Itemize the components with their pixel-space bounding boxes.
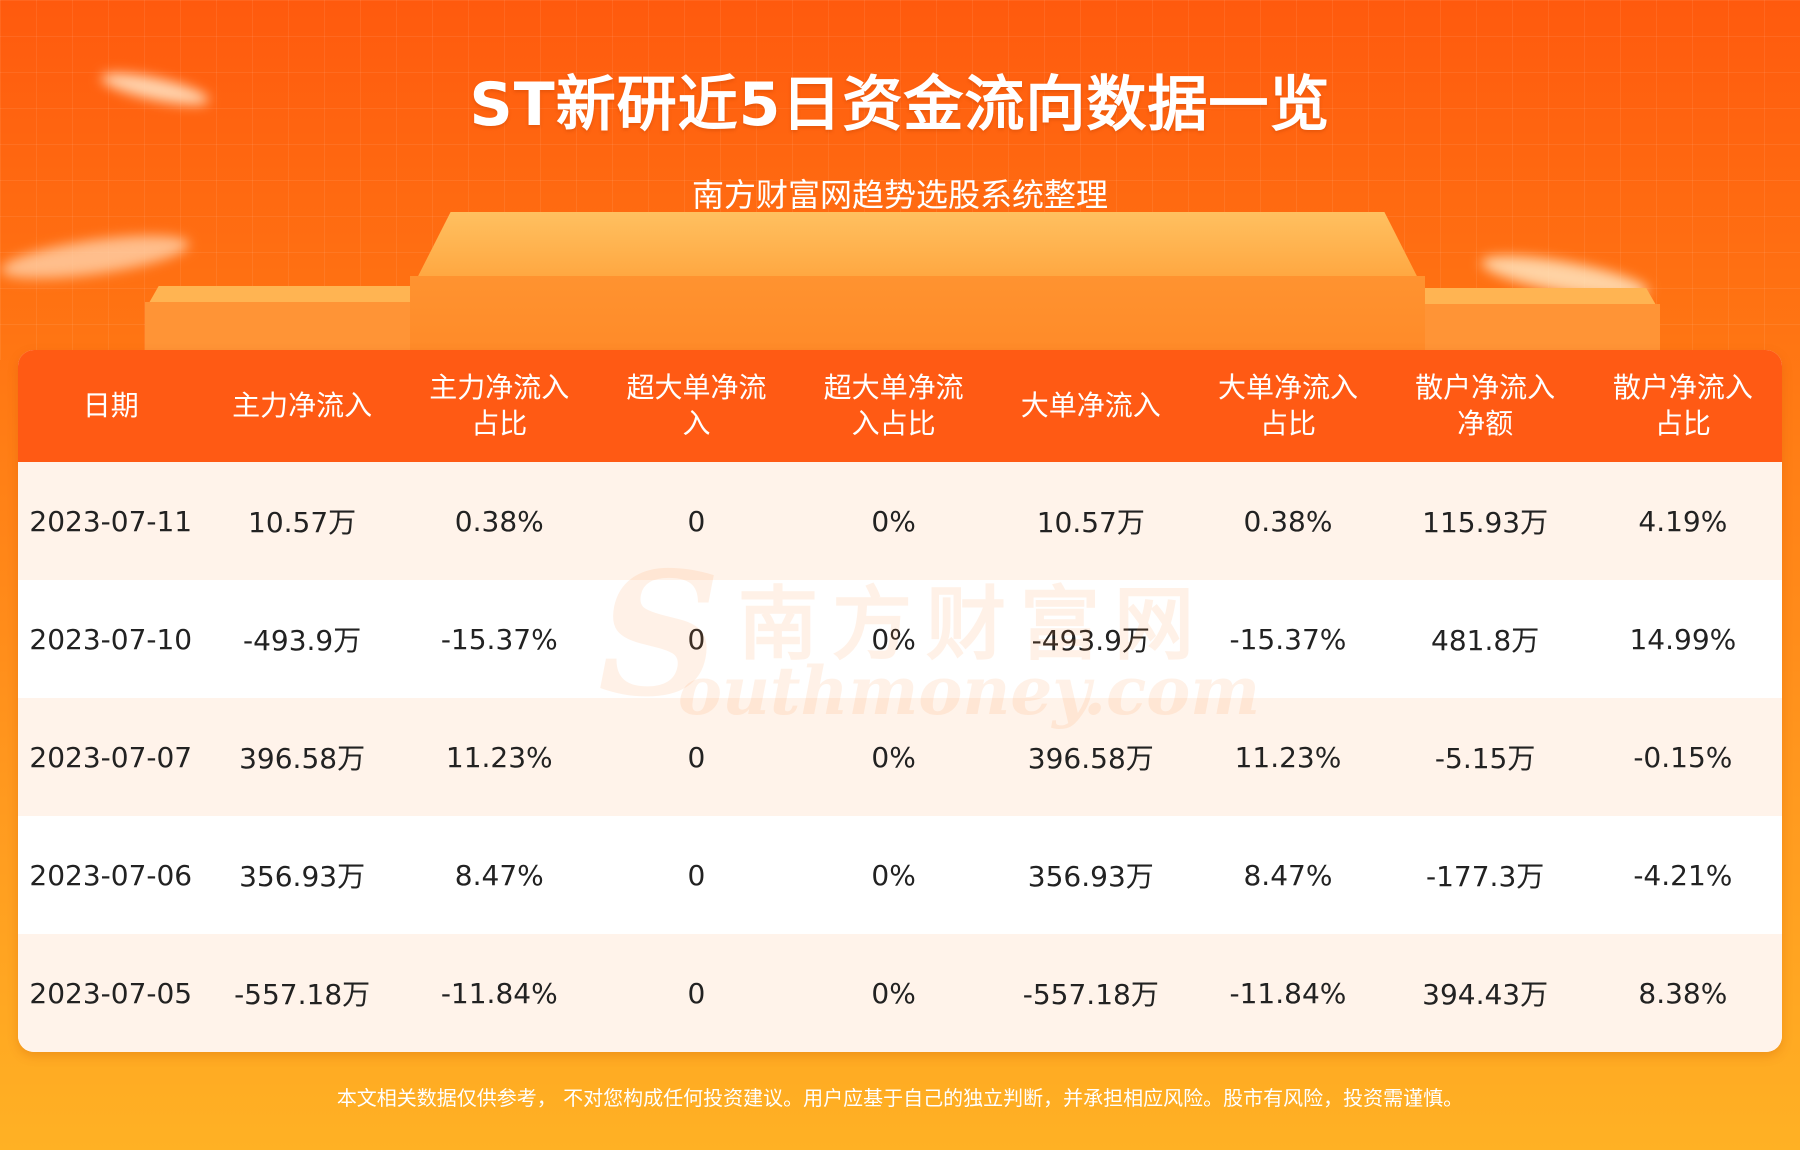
- value-cell: 356.93万: [1027, 860, 1154, 893]
- value-cell: 0%: [871, 858, 916, 892]
- value-cell: 394.43万: [1422, 978, 1549, 1011]
- column-header: 主力净流入 占比: [429, 371, 570, 440]
- value-cell: 11.23%: [1234, 740, 1342, 774]
- value-cell: 396.58万: [1027, 742, 1154, 775]
- value-cell: -493.9万: [242, 624, 362, 657]
- value-cell: 396.58万: [239, 742, 366, 775]
- value-cell: 8.47%: [454, 858, 544, 892]
- value-cell: 8.47%: [1243, 858, 1333, 892]
- fund-flow-table: 日期 主力净流入 主力净流入 占比 超大单净流入超大单净流 入占比 大单净流入 大单净流入 占比…: [18, 350, 1782, 1052]
- value-cell: 0: [687, 740, 706, 774]
- value-cell: -15.37%: [1229, 622, 1347, 656]
- value-cell: 10.57万: [248, 506, 357, 539]
- value-cell: -0.15%: [1633, 740, 1733, 774]
- column-header: 散户净流入 占比: [1612, 371, 1753, 440]
- value-cell: 481.8万: [1431, 624, 1540, 657]
- value-cell: -177.3万: [1426, 860, 1545, 893]
- value-cell: 0%: [871, 976, 916, 1010]
- column-header: 散户净流入 净额: [1415, 371, 1556, 440]
- table-row: 2023-07-11 10.57万 0.38% 0 0% 10.57万 0.38% 115.9…: [18, 462, 1782, 580]
- value-cell: -557.18万: [234, 978, 371, 1011]
- table-row: 2023-07-05 -557.18万 -11.84% 0 0% -557.18万 -11.…: [18, 934, 1782, 1052]
- table-row: 2023-07-10 -493.9万 -15.37% 0 0% -493.9万 -15.37…: [18, 580, 1782, 698]
- value-cell: 4.19%: [1638, 504, 1728, 538]
- table-row: 2023-07-07 396.58万 11.23% 0 0% 396.58万 11.23% -…: [18, 698, 1782, 816]
- date-cell: 2023-07-11: [29, 504, 193, 538]
- value-cell: 10.57万: [1036, 506, 1145, 539]
- table-body: 2023-07-11 10.57万 0.38% 0 0% 10.57万 0.38% 115.9…: [18, 462, 1782, 1052]
- value-cell: 14.99%: [1629, 622, 1737, 656]
- disclaimer-text: 本文相关数据仅供参考， 不对您构成任何投资建议。用户应基于自己的独立判断，并承担…: [336, 1086, 1464, 1110]
- value-cell: 11.23%: [445, 740, 553, 774]
- date-cell: 2023-07-07: [29, 740, 193, 774]
- value-cell: 356.93万: [239, 860, 366, 893]
- table-header-row: 日期 主力净流入 主力净流入 占比 超大单净流入超大单净流 入占比 大单净流入 大单净流入 占比…: [18, 350, 1782, 462]
- value-cell: 0: [687, 504, 706, 538]
- date-cell: 2023-07-10: [29, 622, 193, 656]
- value-cell: -4.21%: [1633, 858, 1733, 892]
- value-cell: -11.84%: [1229, 976, 1347, 1010]
- value-cell: -557.18万: [1022, 978, 1159, 1011]
- value-cell: 0: [687, 622, 706, 656]
- value-cell: 0: [687, 858, 706, 892]
- table-row: 2023-07-06 356.93万 8.47% 0 0% 356.93万 8.47% -17…: [18, 816, 1782, 934]
- value-cell: 0%: [871, 504, 916, 538]
- value-cell: 8.38%: [1638, 976, 1728, 1010]
- value-cell: 115.93万: [1422, 506, 1549, 539]
- value-cell: -15.37%: [440, 622, 558, 656]
- column-header: 主力净流入: [232, 389, 373, 422]
- value-cell: 0%: [871, 622, 916, 656]
- column-header: 日期: [82, 389, 139, 422]
- value-cell: -11.84%: [440, 976, 558, 1010]
- value-cell: 0.38%: [1243, 504, 1333, 538]
- page-title: ST新研近5日资金流向数据一览: [469, 70, 1331, 140]
- page-subtitle: 南方财富网趋势选股系统整理: [691, 176, 1108, 214]
- value-cell: 0: [687, 976, 706, 1010]
- decorative-block: [410, 276, 1425, 356]
- data-table-card: 日期 主力净流入 主力净流入 占比 超大单净流入超大单净流 入占比 大单净流入 大单净流入 占比…: [18, 350, 1782, 1052]
- value-cell: -493.9万: [1031, 624, 1150, 657]
- column-header: 超大单净流 入占比: [823, 371, 964, 440]
- value-cell: -5.15万: [1434, 742, 1536, 775]
- column-header: 大单净流入 占比: [1217, 371, 1358, 440]
- column-header: 大单净流入: [1020, 389, 1161, 422]
- value-cell: 0.38%: [454, 504, 544, 538]
- column-header: 超大单净流入: [626, 371, 767, 440]
- date-cell: 2023-07-06: [29, 858, 193, 892]
- value-cell: 0%: [871, 740, 916, 774]
- date-cell: 2023-07-05: [29, 976, 193, 1010]
